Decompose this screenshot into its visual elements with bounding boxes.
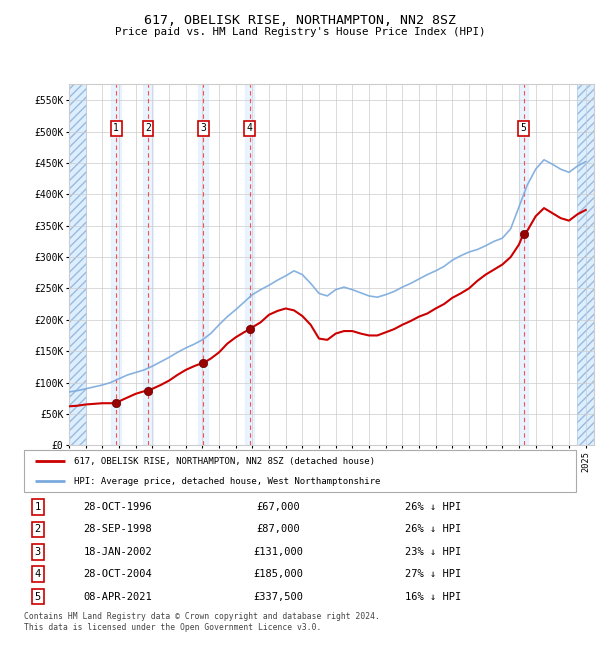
Text: 28-OCT-1996: 28-OCT-1996 xyxy=(83,502,152,512)
FancyBboxPatch shape xyxy=(24,450,576,492)
Text: 2: 2 xyxy=(145,124,151,133)
Text: 27% ↓ HPI: 27% ↓ HPI xyxy=(405,569,461,579)
Text: 2: 2 xyxy=(35,525,41,534)
Text: 16% ↓ HPI: 16% ↓ HPI xyxy=(405,592,461,601)
Text: 26% ↓ HPI: 26% ↓ HPI xyxy=(405,502,461,512)
Text: HPI: Average price, detached house, West Northamptonshire: HPI: Average price, detached house, West… xyxy=(74,477,380,486)
Text: £131,000: £131,000 xyxy=(253,547,303,557)
Bar xyxy=(143,84,153,445)
Text: 4: 4 xyxy=(247,124,253,133)
Text: 5: 5 xyxy=(521,124,526,133)
Bar xyxy=(518,84,529,445)
Bar xyxy=(198,84,208,445)
Text: 617, OBELISK RISE, NORTHAMPTON, NN2 8SZ (detached house): 617, OBELISK RISE, NORTHAMPTON, NN2 8SZ … xyxy=(74,457,374,465)
Text: 18-JAN-2002: 18-JAN-2002 xyxy=(83,547,152,557)
Text: £67,000: £67,000 xyxy=(256,502,300,512)
Text: 08-APR-2021: 08-APR-2021 xyxy=(83,592,152,601)
Text: 1: 1 xyxy=(113,124,119,133)
Text: 5: 5 xyxy=(35,592,41,601)
Text: 28-OCT-2004: 28-OCT-2004 xyxy=(83,569,152,579)
Text: 3: 3 xyxy=(35,547,41,557)
Text: £337,500: £337,500 xyxy=(253,592,303,601)
Text: 28-SEP-1998: 28-SEP-1998 xyxy=(83,525,152,534)
Text: 617, OBELISK RISE, NORTHAMPTON, NN2 8SZ: 617, OBELISK RISE, NORTHAMPTON, NN2 8SZ xyxy=(144,14,456,27)
Text: £185,000: £185,000 xyxy=(253,569,303,579)
Text: 23% ↓ HPI: 23% ↓ HPI xyxy=(405,547,461,557)
Bar xyxy=(577,81,600,445)
Bar xyxy=(69,81,86,445)
Text: 1: 1 xyxy=(35,502,41,512)
Text: Contains HM Land Registry data © Crown copyright and database right 2024.
This d: Contains HM Land Registry data © Crown c… xyxy=(24,612,380,632)
Text: 26% ↓ HPI: 26% ↓ HPI xyxy=(405,525,461,534)
Bar xyxy=(111,84,121,445)
Text: Price paid vs. HM Land Registry's House Price Index (HPI): Price paid vs. HM Land Registry's House … xyxy=(115,27,485,37)
Text: 3: 3 xyxy=(200,124,206,133)
Text: 4: 4 xyxy=(35,569,41,579)
Text: £87,000: £87,000 xyxy=(256,525,300,534)
Bar xyxy=(245,84,254,445)
